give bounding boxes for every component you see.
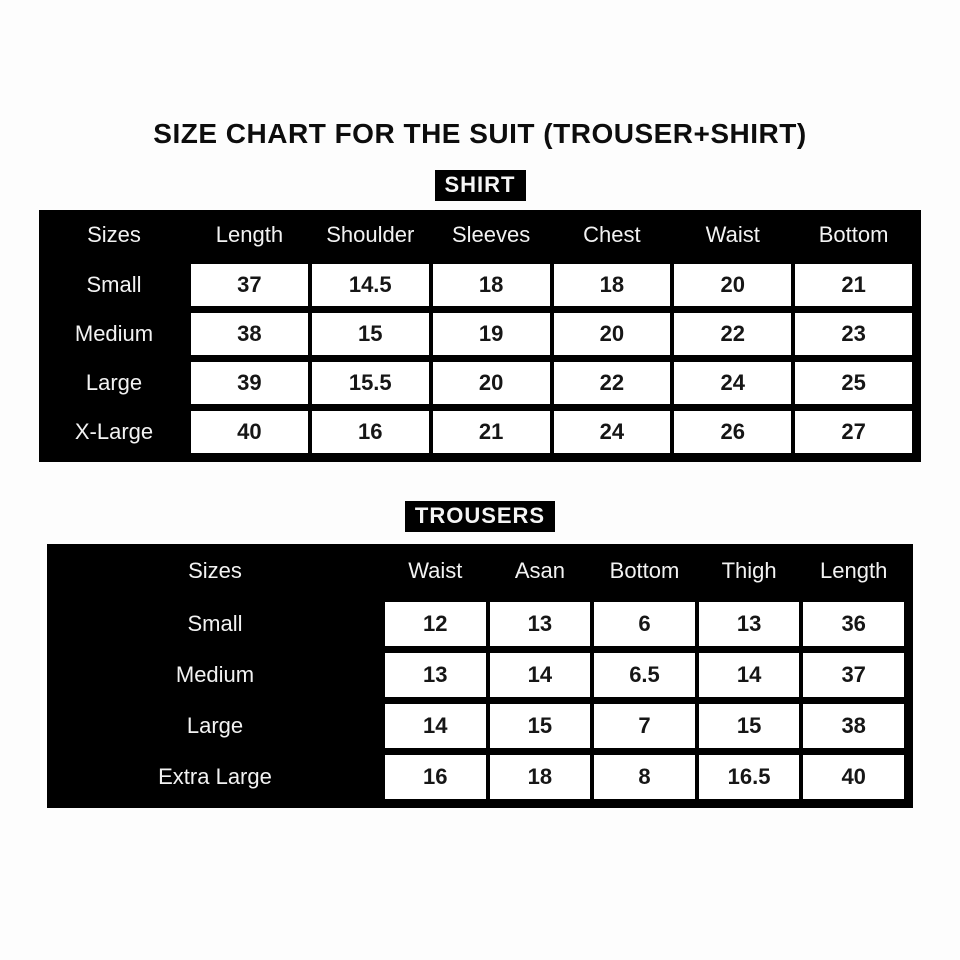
trousers-cell: 13: [383, 651, 488, 699]
shirt-column-header: Sizes: [87, 221, 141, 247]
shirt-cell: 23: [793, 311, 914, 357]
trousers-cell: 36: [801, 600, 906, 648]
trousers-cell: 38: [801, 702, 906, 750]
shirt-cell: 38: [189, 311, 310, 357]
shirt-cell: 18: [551, 262, 673, 308]
trousers-cell: 15: [487, 702, 593, 750]
trousers-cell: 37: [801, 651, 906, 699]
shirt-cell: 20: [551, 311, 673, 357]
trousers-cell: 14: [383, 702, 488, 750]
trousers-column-header: Asan: [514, 557, 565, 583]
trousers-column-header: Thigh: [721, 557, 777, 583]
trousers-row-size-label: Medium: [175, 662, 255, 687]
shirt-cell: 16: [309, 409, 431, 455]
trousers-cell: 8: [592, 753, 697, 801]
shirt-cell: 22: [551, 360, 673, 406]
shirt-cell: 20: [430, 360, 552, 406]
shirt-cell: 15: [309, 311, 431, 357]
page-title: SIZE CHART FOR THE SUIT (TROUSER+SHIRT): [153, 118, 807, 149]
shirt-row-size-label: Small: [86, 272, 142, 297]
trousers-cell: 6: [592, 600, 697, 648]
shirt-column-header: Shoulder: [326, 221, 415, 247]
shirt-cell: 26: [672, 409, 794, 455]
shirt-cell: 24: [551, 409, 673, 455]
trousers-row-size-label: Small: [187, 611, 243, 636]
trousers-cell: 15: [696, 702, 802, 750]
shirt-cell: 21: [793, 262, 914, 308]
trousers-column-header: Waist: [408, 557, 463, 583]
trousers-column-header: Sizes: [188, 557, 242, 583]
shirt-cell: 18: [430, 262, 552, 308]
shirt-cell: 37: [189, 262, 310, 308]
shirt-column-header: Sleeves: [451, 221, 531, 247]
shirt-cell: 20: [672, 262, 794, 308]
trousers-cell: 18: [487, 753, 593, 801]
trousers-cell: 13: [487, 600, 593, 648]
shirt-section-label: SHIRT: [434, 170, 526, 201]
trousers-column-header: Bottom: [609, 557, 680, 583]
trousers-cell: 12: [383, 600, 488, 648]
trousers-row-size-label: Large: [186, 713, 244, 738]
shirt-cell: 40: [189, 409, 310, 455]
shirt-column-header: Length: [215, 221, 284, 247]
shirt-size-table: Sizes Length Shoulder Sleeves Chest Wais…: [39, 210, 921, 462]
shirt-cell: 15.5: [309, 360, 431, 406]
shirt-column-header: Chest: [583, 221, 641, 247]
trousers-cell: 16: [383, 753, 488, 801]
trousers-cell: 14: [487, 651, 593, 699]
shirt-row-size-label: Medium: [74, 321, 154, 346]
shirt-row-size-label: Large: [85, 370, 143, 395]
trousers-cell: 7: [592, 702, 697, 750]
trousers-size-table: Sizes Waist Asan Bottom Thigh Length Sma…: [47, 544, 913, 808]
shirt-cell: 39: [189, 360, 310, 406]
shirt-cell: 14.5: [309, 262, 431, 308]
trousers-cell: 40: [801, 753, 906, 801]
trousers-cell: 13: [696, 600, 802, 648]
shirt-column-header: Waist: [705, 221, 760, 247]
shirt-cell: 25: [793, 360, 914, 406]
shirt-cell: 24: [672, 360, 794, 406]
trousers-cell: 6.5: [592, 651, 697, 699]
shirt-row-size-label: X-Large: [74, 419, 154, 444]
shirt-column-header: Bottom: [818, 221, 889, 247]
shirt-cell: 21: [430, 409, 552, 455]
trousers-cell: 14: [696, 651, 802, 699]
trousers-row-size-label: Extra Large: [158, 764, 272, 789]
shirt-cell: 27: [793, 409, 914, 455]
shirt-cell: 22: [672, 311, 794, 357]
shirt-cell: 19: [430, 311, 552, 357]
trousers-section-label: TROUSERS: [404, 501, 556, 532]
trousers-cell: 16.5: [696, 753, 802, 801]
trousers-column-header: Length: [820, 557, 888, 583]
